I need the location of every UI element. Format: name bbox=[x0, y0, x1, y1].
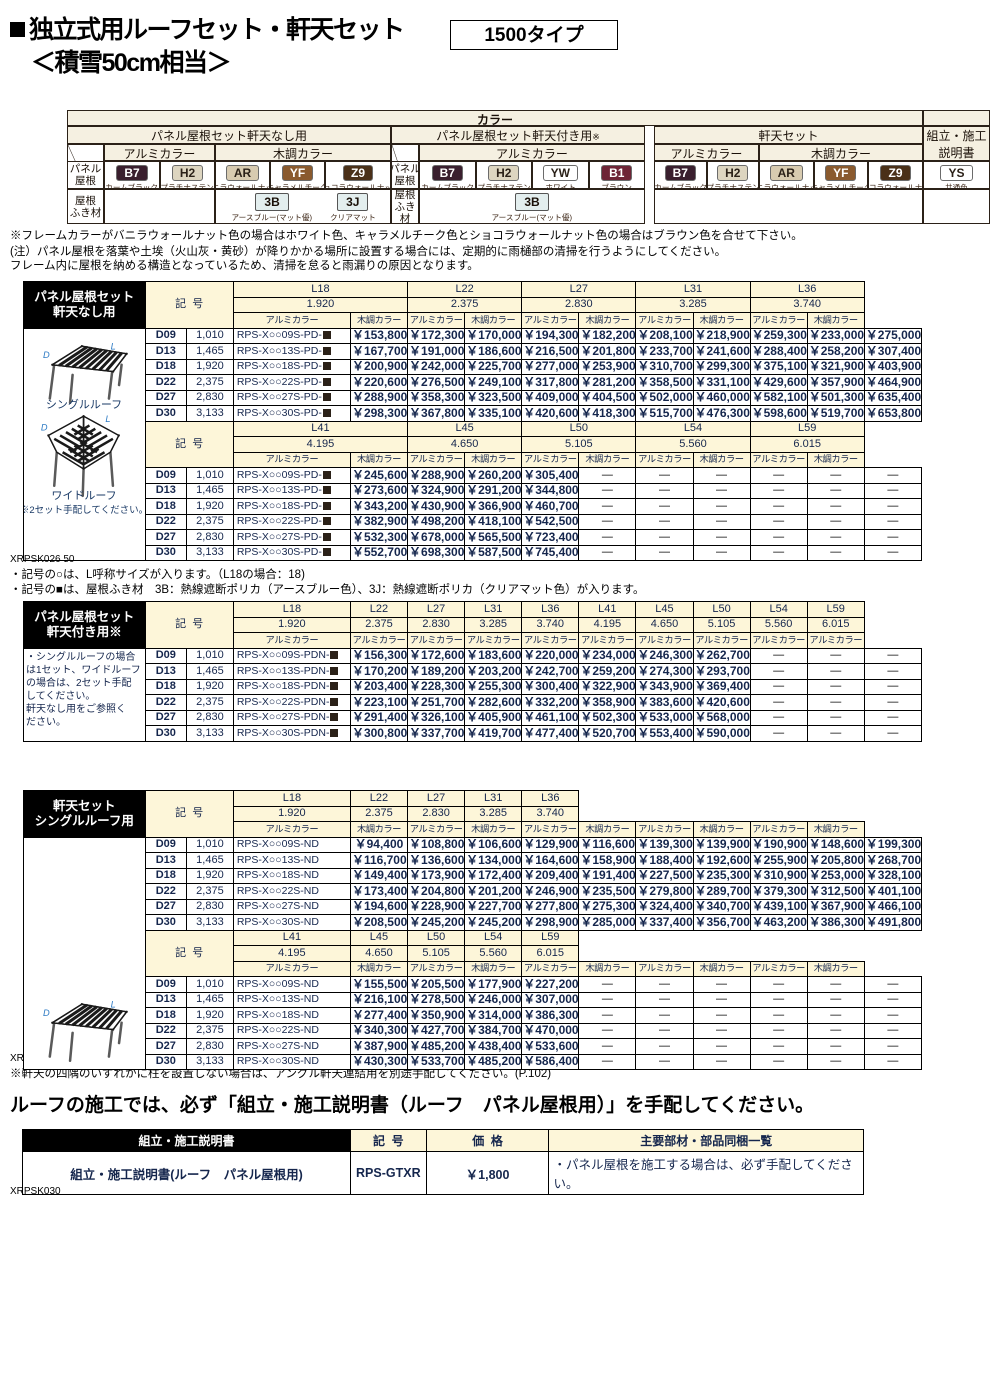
svg-text:D: D bbox=[43, 350, 50, 360]
svg-text:L: L bbox=[111, 341, 116, 351]
svg-text:L: L bbox=[105, 414, 110, 424]
svg-text:D: D bbox=[41, 422, 48, 432]
svg-text:L: L bbox=[111, 1000, 116, 1010]
svg-text:D: D bbox=[43, 1008, 50, 1018]
